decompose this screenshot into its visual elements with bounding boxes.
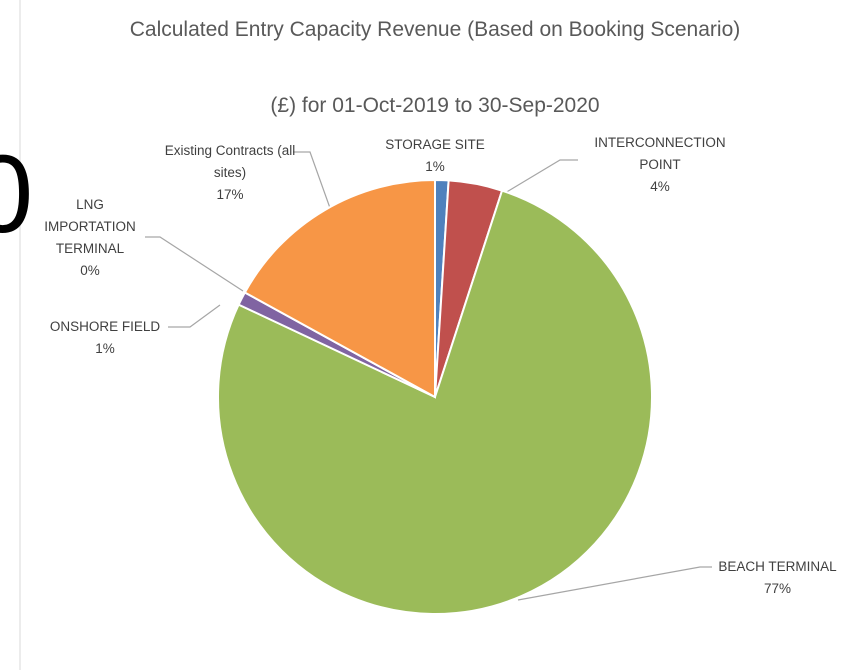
leader-line [504,159,578,194]
value-label: 77% [763,581,792,596]
leader-line [517,566,712,601]
pie-slice [217,189,653,615]
slice-label: ONSHORE FIELD 1% [30,316,180,360]
value-label: 1% [95,341,115,356]
category-label: LNG IMPORTATION TERMINAL [44,197,136,256]
leader-lines [145,151,712,601]
category-label: ONSHORE FIELD [49,319,161,334]
slices [217,178,653,615]
value-label: 0% [80,263,100,278]
chart-title: Calculated Entry Capacity Revenue (Based… [129,18,741,41]
fragment-text: 0 [0,133,34,256]
value-label: 4% [650,179,670,194]
category-label: Existing Contracts (all sites) [164,143,296,180]
value-label: 1% [425,159,445,174]
leader-line [293,151,331,209]
category-label: INTERCONNECTION POINT [594,135,726,172]
pie-slice [243,178,436,399]
leader-line [145,236,244,292]
category-label: STORAGE SITE [385,137,485,152]
leader-line [168,304,221,328]
slice-label: INTERCONNECTION POINT 4% [575,132,745,198]
slice-label: Existing Contracts (all sites) 17% [150,140,310,206]
value-label: 17% [216,187,244,202]
slice-label: BEACH TERMINAL 77% [700,556,848,600]
slice-label: LNG IMPORTATION TERMINAL 0% [35,194,145,282]
category-label: BEACH TERMINAL [718,559,837,574]
chart-subtitle: (£) for 01-Oct-2019 to 30-Sep-2020 [270,94,600,117]
slice-label: STORAGE SITE 1% [385,134,485,178]
